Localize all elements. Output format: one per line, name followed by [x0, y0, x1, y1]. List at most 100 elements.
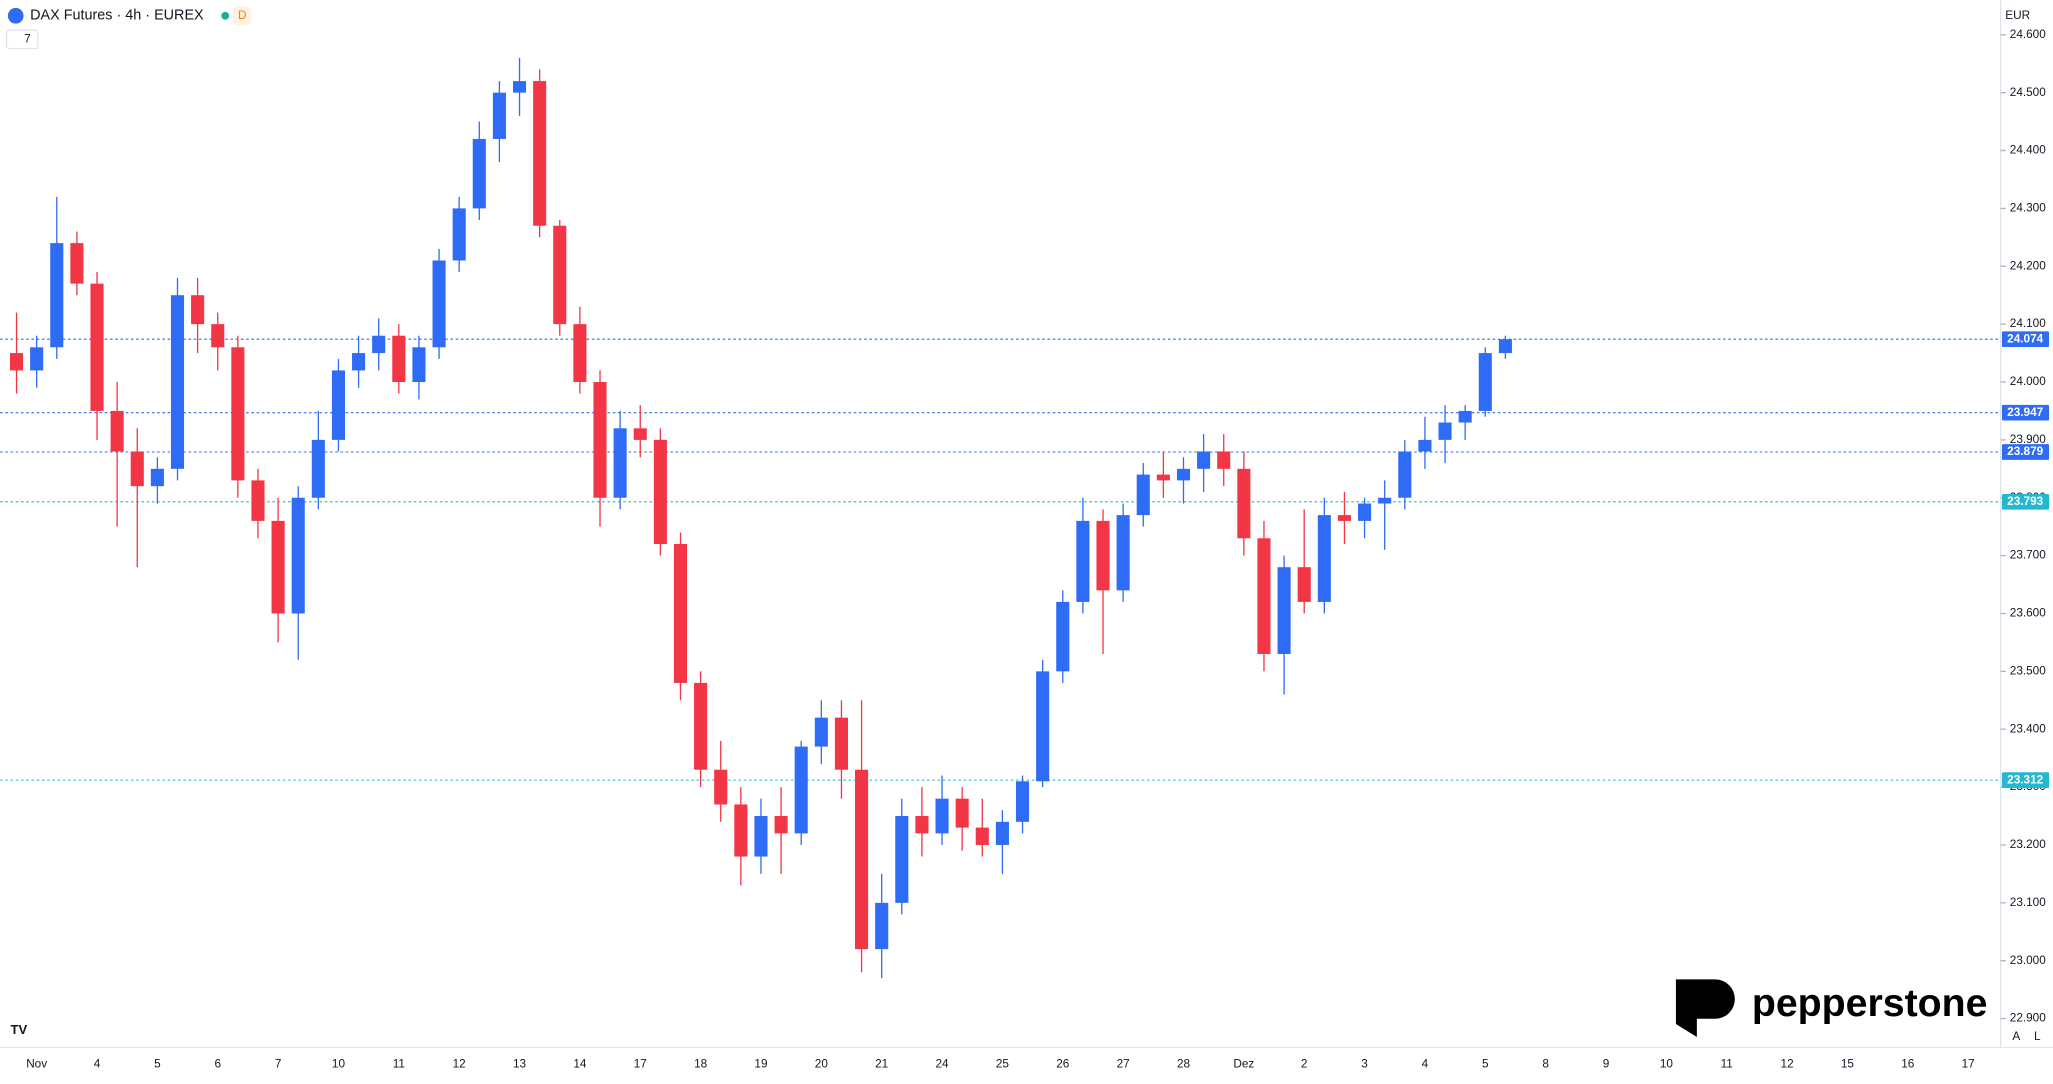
status-dot [221, 11, 230, 20]
candle-body [9, 353, 24, 371]
candle-body [875, 902, 889, 950]
candle-body [613, 428, 627, 498]
y-tick-label: 24.600 [2010, 28, 2046, 41]
candle-body [452, 208, 466, 261]
x-tick-label: Nov [26, 1058, 47, 1071]
candle-body [432, 260, 446, 348]
y-tick-label: 23.000 [2010, 954, 2046, 967]
y-tick-label: 23.200 [2010, 838, 2046, 851]
candle-body [1056, 601, 1070, 672]
candle-body [1197, 451, 1211, 469]
candle-body [1076, 520, 1090, 602]
x-tick-label: 21 [875, 1058, 888, 1071]
candle-body [512, 81, 527, 93]
x-tick-label: 5 [1482, 1058, 1489, 1071]
brand: pepperstone [1752, 981, 1988, 1025]
candle-body [653, 439, 667, 545]
price-tag-label: 23.793 [2007, 495, 2043, 508]
candle-body [231, 347, 245, 481]
candle-body [915, 816, 929, 834]
candle-body [814, 717, 828, 747]
candle-body [1277, 567, 1291, 654]
price-tag [2001, 444, 2050, 460]
currency: EUR [2005, 9, 2030, 22]
candle-body [352, 353, 366, 371]
candle-body [271, 520, 285, 614]
x-tick-label: 16 [1901, 1058, 1915, 1071]
y-tick-label: 23.400 [2010, 722, 2046, 735]
x-tick-label: 26 [1056, 1058, 1070, 1071]
candle-body [1358, 503, 1372, 521]
footer-button[interactable]: A [2012, 1030, 2020, 1043]
y-tick-label: 24.400 [2010, 144, 2046, 157]
x-tick-label: 2 [1301, 1058, 1308, 1071]
candle-body [392, 335, 406, 383]
candle-body [331, 370, 346, 440]
candle-body [150, 468, 164, 487]
candle-body [1116, 515, 1130, 591]
x-tick-label: 4 [1422, 1058, 1429, 1071]
candle-body [372, 335, 386, 354]
x-tick-label: 6 [214, 1058, 221, 1071]
badge-text: D [238, 9, 247, 22]
candle-body [895, 816, 909, 903]
symbol-icon [7, 7, 24, 24]
y-tick-label: 23.600 [2010, 607, 2046, 620]
x-tick-label: 4 [94, 1058, 101, 1071]
x-tick-label: 17 [1962, 1058, 1975, 1071]
symbol-title: DAX Futures · 4h · EUREX [30, 8, 204, 24]
price-tag-label: 23.312 [2007, 773, 2043, 786]
x-tick-label: Dez [1233, 1058, 1254, 1071]
x-tick-label: 24 [936, 1058, 950, 1071]
footer-button[interactable]: L [2034, 1030, 2041, 1043]
candle-body [291, 497, 305, 614]
candle-body [1217, 451, 1231, 469]
candle-body [1378, 497, 1392, 504]
candle-body [492, 92, 506, 139]
y-tick-label: 22.900 [2010, 1012, 2046, 1025]
x-tick-label: 3 [1361, 1058, 1368, 1071]
candle-body [1237, 468, 1251, 539]
candle-body [1176, 468, 1191, 481]
x-tick-label: 11 [393, 1058, 405, 1071]
price-tag-label: 23.879 [2007, 445, 2043, 458]
candle-body [1438, 422, 1452, 440]
y-tick-label: 24.100 [2010, 317, 2046, 330]
price-tag [2001, 493, 2050, 510]
y-tick-label: 23.500 [2010, 664, 2046, 677]
candle-body [1136, 474, 1150, 516]
x-tick-label: 10 [1660, 1058, 1674, 1071]
y-tick-label: 23.900 [2010, 433, 2046, 446]
candle-body [1036, 671, 1050, 782]
indicator-toggle[interactable] [5, 29, 39, 50]
candle-body [90, 283, 104, 411]
y-tick-label: 24.200 [2010, 259, 2046, 272]
brand-logo [1675, 979, 1735, 1038]
candle-body [553, 225, 567, 325]
x-tick-label: 14 [573, 1058, 587, 1071]
price-tag [2001, 772, 2050, 789]
y-tick-label: 24.300 [2010, 202, 2046, 215]
candle-body [1418, 439, 1432, 452]
candle-body [794, 746, 808, 834]
candle-body [1478, 353, 1492, 411]
candle-body [714, 769, 728, 805]
price-tag-label: 23.947 [2007, 406, 2043, 419]
candle-body [1458, 410, 1472, 423]
x-tick-label: 12 [453, 1058, 466, 1071]
candle-body [754, 816, 768, 857]
candle-body [1317, 515, 1331, 602]
x-tick-label: 13 [513, 1058, 527, 1071]
candle-body [191, 295, 205, 325]
candle-body [412, 347, 426, 383]
candle-body [1015, 781, 1030, 822]
candle-body [1257, 538, 1271, 654]
candle-body [311, 439, 325, 498]
candle-body [673, 544, 688, 683]
x-tick-label: 12 [1781, 1058, 1794, 1071]
x-tick-label: 5 [154, 1058, 161, 1071]
price-tag-label: 24.074 [2007, 332, 2043, 345]
x-tick-label: 27 [1117, 1058, 1130, 1071]
x-tick-label: 17 [634, 1058, 647, 1071]
